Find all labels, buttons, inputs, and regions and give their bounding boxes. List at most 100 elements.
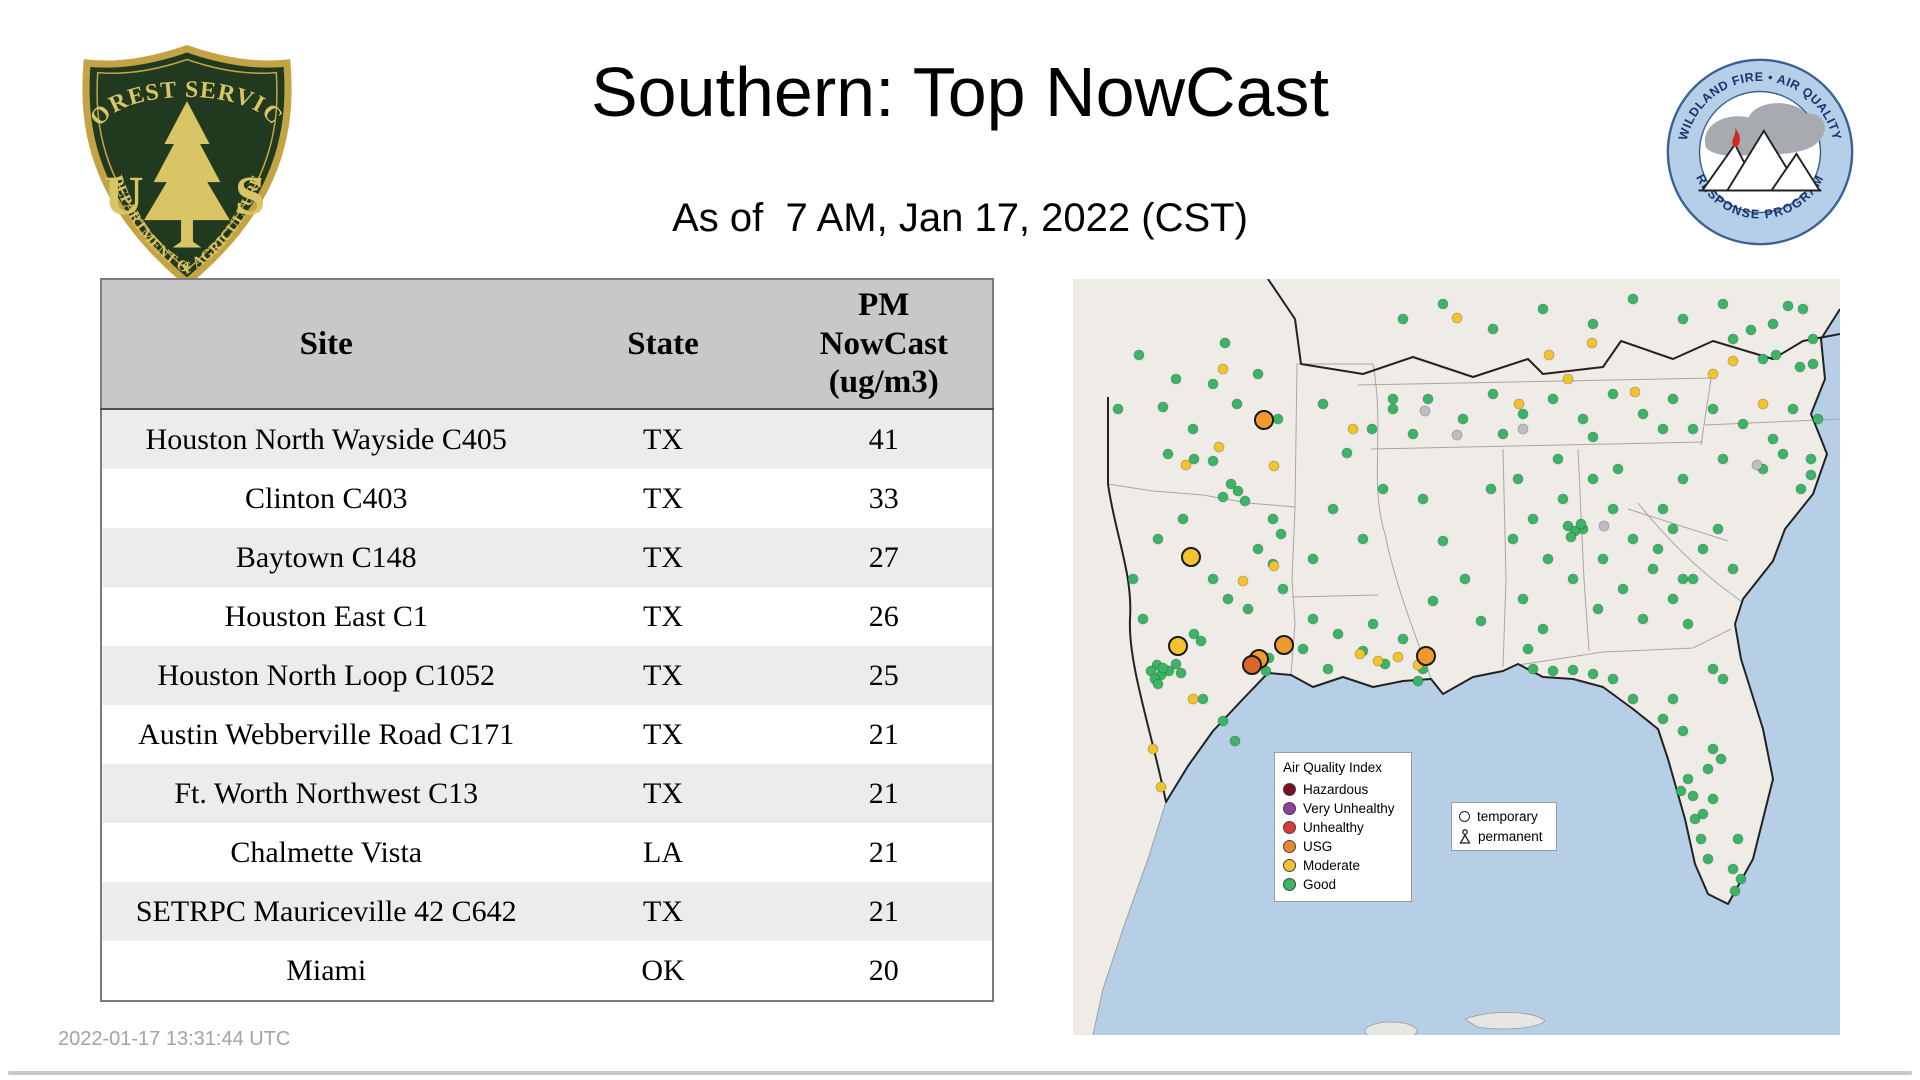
monitor-dot-permanent [1707,793,1719,805]
monitor-dot-permanent [1457,413,1469,425]
monitor-dot-permanent [1377,483,1389,495]
aqi-color-swatch [1283,802,1296,815]
monitor-dot-permanent [1751,459,1763,471]
state-cell: TX [643,894,684,928]
aqi-legend-item: Moderate [1283,856,1403,875]
usfs-letter-s: S [235,165,265,226]
page-title: Southern: Top NowCast [590,53,1329,131]
monitor-dot-permanent [1177,513,1189,525]
table-row: Houston North Loop C1052 TX 25 [101,646,993,705]
table-row: Miami OK 20 [101,941,993,1001]
monitor-dot-permanent [1213,441,1225,453]
monitor-dot-permanent [1175,667,1187,679]
monitor-dot-permanent [1507,533,1519,545]
monitor-dot-permanent [1487,388,1499,400]
state-cell: TX [643,481,684,515]
table-row: Ft. Worth Northwest C13 TX 21 [101,764,993,823]
monitor-dot-permanent [1487,323,1499,335]
monitor-dot-permanent [1239,495,1251,507]
monitor-dot-permanent [1695,833,1707,845]
monitor-dot-permanent [1677,473,1689,485]
monitor-dot-permanent [1652,543,1664,555]
monitor-dot-permanent [1237,575,1249,587]
monitor-dot-permanent [1517,423,1529,435]
value-cell: 27 [868,540,899,574]
monitor-dot-permanent [1807,358,1819,370]
monitor-dot-permanent [1667,593,1679,605]
aqi-legend-title: Air Quality Index [1283,760,1383,775]
monitor-dot-permanent [1512,473,1524,485]
monitor-dot-permanent [1767,433,1779,445]
state-cell: OK [641,953,685,987]
monitor-dot-permanent [1727,333,1739,345]
monitor-dot-permanent [1225,478,1237,490]
monitor-dot-permanent [1629,386,1641,398]
value-cell: 21 [868,835,899,869]
monitor-dot-permanent [1527,513,1539,525]
monitor-dot-permanent [1657,503,1669,515]
monitor-dot-permanent [1217,491,1229,503]
aqi-category-label: USG [1303,839,1333,854]
monitor-dot-permanent [1757,353,1769,365]
value-cell: 33 [868,481,899,515]
aqi-map [1073,279,1840,1035]
monitor-dot-permanent [1795,483,1807,495]
aqi-color-swatch [1283,859,1296,872]
monitor-dot-permanent [1427,595,1439,607]
monitor-dot-permanent [1552,453,1564,465]
table-row: Baytown C148 TX 27 [101,528,993,587]
monitor-dot-permanent [1527,663,1539,675]
page-subtitle: As of 7 AM, Jan 17, 2022 (CST) [672,196,1248,240]
monitor-dot-temporary [1254,410,1274,430]
monitor-dot-permanent [1297,643,1309,655]
monitor-dot-permanent [1307,553,1319,565]
monitor-dot-permanent [1682,618,1694,630]
monitor-dot-permanent [1485,483,1497,495]
monitor-dot-permanent [1657,713,1669,725]
column-header: Site [101,279,551,410]
monitor-dot-permanent [1327,503,1339,515]
monitor-dot-permanent [1317,398,1329,410]
monitor-dot-permanent [1592,603,1604,615]
monitor-dot-permanent [1727,863,1739,875]
island-cuba [1464,1012,1546,1030]
monitor-markers [1112,293,1824,897]
monitor-dot-permanent [1187,423,1199,435]
monitor-dot-permanent [1577,413,1589,425]
monitor-dot-permanent [1607,673,1619,685]
monitor-dot-permanent [1419,405,1431,417]
monitor-dot-permanent [1547,393,1559,405]
table-row: Clinton C403 TX 33 [101,469,993,528]
monitor-type-legend: temporary permanent [1451,802,1557,851]
monitor-dot-permanent [1587,668,1599,680]
region-outline [1107,279,1840,905]
value-cell: 21 [868,717,899,751]
monitor-dot-permanent [1735,873,1747,885]
table-row: Austin Webberville Road C171 TX 21 [101,705,993,764]
table-row: Houston East C1 TX 26 [101,587,993,646]
site-cell: Houston East C1 [224,599,428,633]
monitor-dot-permanent [1687,423,1699,435]
monitor-dot-permanent [1657,423,1669,435]
monitor-dot-permanent [1537,623,1549,635]
generated-timestamp: 2022-01-17 13:31:44 UTC [58,1028,291,1050]
monitor-dot-permanent [1170,658,1182,670]
aqi-legend: Air Quality Index Hazardous Very Unhealth… [1274,752,1412,902]
monitor-dot-permanent [1682,773,1694,785]
monitor-dot-temporary [1242,655,1262,675]
monitor-dot-permanent [1562,520,1574,532]
monitor-dot-permanent [1155,781,1167,793]
monitor-dot-temporary [1416,646,1436,666]
monitor-dot-permanent [1366,423,1378,435]
aqi-color-swatch [1283,840,1296,853]
monitor-dot-permanent [1277,583,1289,595]
monitor-dot-permanent [1587,431,1599,443]
monitor-dot-permanent [1392,651,1404,663]
monitor-dot-permanent [1547,665,1559,677]
wfaqrp-logo: WILDLAND FIRE • AIR QUALITY RESPONSE PRO… [1666,58,1854,246]
monitor-dot-permanent [1598,520,1610,532]
top-nowcast-table: Site State PM NowCast (ug/m3) Houston Nort… [100,278,994,1002]
monitor-dot-permanent [1767,318,1779,330]
monitor-dot-permanent [1675,785,1687,797]
site-cell: Houston North Wayside C405 [145,422,507,456]
